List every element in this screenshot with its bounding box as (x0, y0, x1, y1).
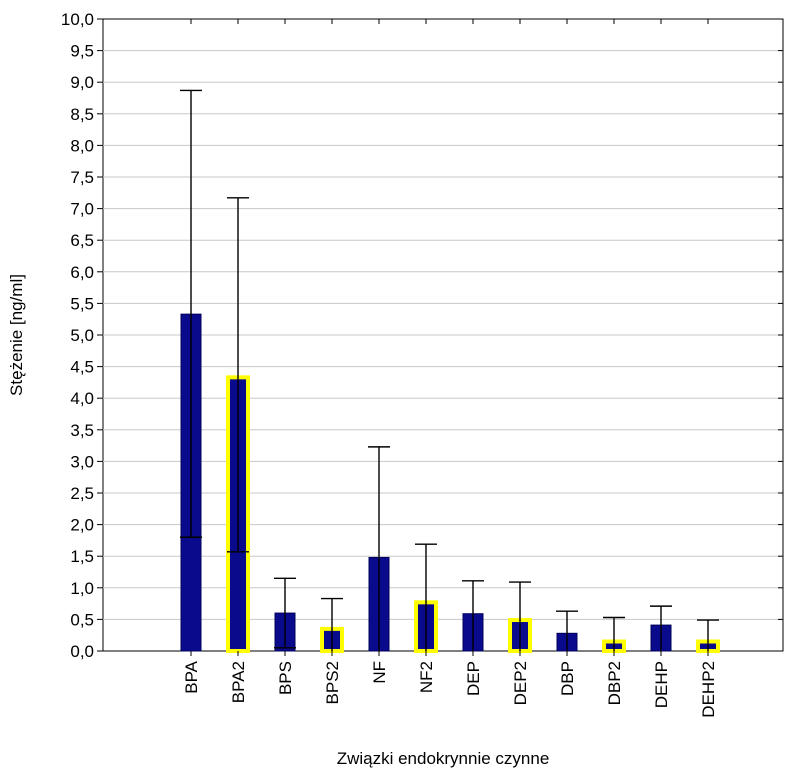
x-tick-label-bps2: BPS2 (323, 661, 342, 704)
y-tick-label: 0,5 (70, 610, 94, 629)
error-bars (180, 89, 719, 651)
y-tick-label: 2,0 (70, 516, 94, 535)
y-tick-label: 10,0 (61, 10, 94, 29)
y-tick-label: 8,0 (70, 136, 94, 155)
y-tick-label: 6,0 (70, 263, 94, 282)
y-tick-label: 4,5 (70, 358, 94, 377)
gridlines (103, 50, 783, 620)
y-tick-label: 7,0 (70, 200, 94, 219)
x-tick-label-dep2: DEP2 (511, 661, 530, 705)
y-tick-label: 3,5 (70, 421, 94, 440)
x-tick-label-dbp: DBP (558, 661, 577, 696)
y-tick-label: 9,5 (70, 42, 94, 61)
x-axis: BPA BPA2 BPS BPS2 NF NF2 DEP DEP2 DBP DBP2 DEHP DEH… (182, 19, 718, 718)
x-tick-label-dbp2: DBP2 (605, 661, 624, 705)
y-axis: 0,0 0,5 1,0 1,5 2,0 2,5 3,0 3,5 4,0 4,5 5,0 5,5 6,0 6… (61, 10, 783, 661)
y-axis-title: Stężenie [ng/ml] (7, 274, 26, 396)
y-tick-label: 0,0 (70, 642, 94, 661)
x-tick-label-nf: NF (370, 661, 389, 684)
x-axis-title: Związki endokrynnie czynne (337, 749, 550, 768)
y-tick-label: 4,0 (70, 389, 94, 408)
x-tick-label-dehp2: DEHP2 (699, 661, 718, 718)
x-tick-label-dep: DEP (464, 661, 483, 696)
x-tick-label-nf2: NF2 (417, 661, 436, 693)
x-tick-label-bpa2: BPA2 (229, 661, 248, 703)
y-tick-label: 8,5 (70, 105, 94, 124)
y-tick-label: 3,0 (70, 452, 94, 471)
y-tick-label: 1,5 (70, 547, 94, 566)
y-tick-label: 7,5 (70, 168, 94, 187)
y-tick-label: 1,0 (70, 579, 94, 598)
x-tick-label-bps: BPS (276, 661, 295, 695)
x-tick-label-bpa: BPA (182, 660, 201, 693)
y-tick-label: 5,0 (70, 326, 94, 345)
x-tick-label-dehp: DEHP (652, 661, 671, 708)
y-tick-label: 2,5 (70, 484, 94, 503)
y-tick-label: 9,0 (70, 73, 94, 92)
y-tick-label: 6,5 (70, 231, 94, 250)
y-tick-label: 5,5 (70, 294, 94, 313)
